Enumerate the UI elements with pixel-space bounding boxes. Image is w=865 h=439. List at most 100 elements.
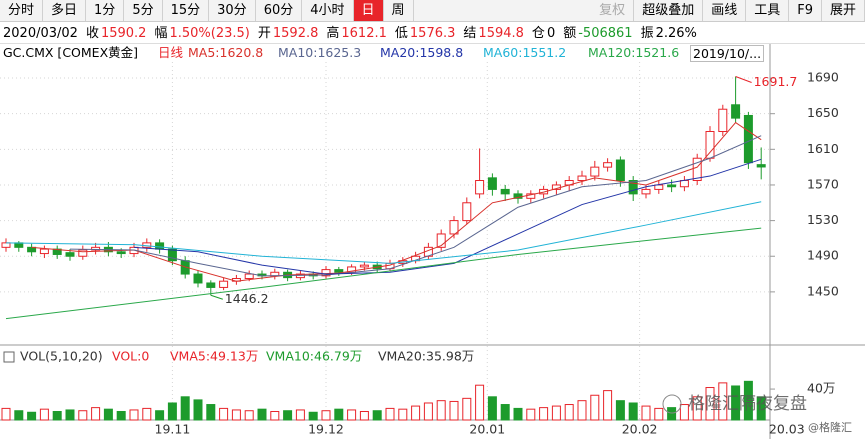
quote-label: 收 <box>85 26 99 41</box>
tab[interactable]: 日 <box>353 0 384 21</box>
quote-value: 1.50%(23.5) <box>169 26 250 41</box>
vol-icon <box>3 351 15 363</box>
volume-bar <box>462 397 472 421</box>
annotation-label: 1446.2 <box>225 291 269 306</box>
symbol: GC.CMX [COMEX黄金] <box>3 45 139 60</box>
volume-bar <box>78 410 88 421</box>
volume-bar <box>219 407 229 421</box>
quote-value: 2.26% <box>655 26 697 41</box>
candle-body <box>590 166 600 177</box>
volume-bar <box>641 405 651 421</box>
y-tick-label: 1450 <box>807 283 839 298</box>
volume-bar <box>436 400 446 421</box>
candle-body <box>359 264 369 268</box>
candle-body <box>1 242 11 248</box>
volume-bar <box>206 404 216 421</box>
ma-row: GC.CMX [COMEX黄金] 日线 2019/10/... MA5:1620… <box>0 44 865 62</box>
watermark-icon <box>662 394 682 414</box>
quote-value: 1594.8 <box>478 26 524 41</box>
candle-body <box>219 280 229 288</box>
tab[interactable]: 15分 <box>163 0 210 21</box>
quote-label: 开 <box>257 26 271 41</box>
volume-bar <box>231 409 241 421</box>
volume-bar <box>743 380 753 421</box>
tab[interactable]: 4小时 <box>302 0 354 21</box>
tool-button[interactable]: F9 <box>789 0 822 21</box>
x-tick-label: 19.12 <box>308 422 344 437</box>
volume-bar <box>705 387 715 421</box>
tab[interactable]: 多日 <box>43 0 87 21</box>
quote-label: 幅 <box>154 26 168 41</box>
ma-line <box>69 135 762 277</box>
ma-line <box>31 121 762 282</box>
vol-legend: VOL(5,10,20) <box>20 349 103 364</box>
quote-label: 额 <box>563 26 577 41</box>
quote-label: 低 <box>394 26 408 41</box>
tool-button[interactable]: 工具 <box>746 0 790 21</box>
tool-button[interactable]: 画线 <box>703 0 747 21</box>
date-box[interactable]: 2019/10/... <box>690 45 765 62</box>
volume-bar <box>1 407 11 421</box>
volume-bar <box>129 409 139 421</box>
ma-line <box>5 201 762 264</box>
volume-bar <box>359 410 369 421</box>
tab[interactable]: 5分 <box>124 0 163 21</box>
candle-body <box>65 252 75 257</box>
volume-bar <box>295 409 305 421</box>
y-tick-label: 1690 <box>807 70 839 85</box>
tab[interactable]: 60分 <box>256 0 303 21</box>
volume-bar <box>526 408 536 421</box>
tool-button[interactable]: 展开 <box>822 0 865 21</box>
candle-body <box>321 269 331 277</box>
candle-body <box>462 202 472 222</box>
annotation-leader <box>210 294 223 300</box>
ma-legend: MA20:1598.8 <box>380 45 464 60</box>
volume-bar <box>679 404 689 421</box>
tool-button[interactable]: 超级叠加 <box>634 0 704 21</box>
tab[interactable]: 1分 <box>86 0 125 21</box>
volume-bar <box>513 407 523 421</box>
volume-bar <box>718 382 728 421</box>
volume-bar <box>103 408 113 421</box>
volume-bar <box>257 408 267 421</box>
volume-bar <box>91 407 101 421</box>
tool-button[interactable]: 复权 <box>591 0 635 21</box>
volume-bar <box>449 400 459 421</box>
volume-bar <box>334 408 344 421</box>
volume-bar <box>372 410 382 421</box>
volume-bar <box>180 396 190 421</box>
annotation-leader <box>735 76 752 83</box>
volume-bar <box>270 410 280 421</box>
annotation-label: 1691.7 <box>754 74 798 89</box>
candle-body <box>654 184 664 190</box>
volume-bar <box>244 410 254 421</box>
vol-legend: VMA5:49.13万 <box>170 349 258 364</box>
volume-bar <box>628 402 638 421</box>
tab[interactable]: 30分 <box>209 0 256 21</box>
volume-bar <box>193 399 203 421</box>
volume-bar <box>411 405 421 421</box>
quote-label: 高 <box>326 26 340 41</box>
candle-body <box>743 114 753 164</box>
candle-body <box>692 157 702 182</box>
volume-bar <box>167 402 177 421</box>
quote-value: 1576.3 <box>409 26 456 41</box>
candle-body <box>756 164 766 168</box>
x-tick-label: 19.11 <box>155 422 191 437</box>
volume-bar <box>500 404 510 421</box>
y-tick-label: 40万 <box>807 381 835 396</box>
volume-bar <box>321 410 331 421</box>
volume-bar <box>423 402 433 421</box>
tab[interactable]: 周 <box>384 0 414 21</box>
volume-bar <box>308 411 318 421</box>
tab[interactable]: 分时 <box>0 0 44 21</box>
volume-bar <box>756 396 766 421</box>
x-tick-label: 20.03 <box>769 422 805 437</box>
volume-bar <box>603 390 613 421</box>
candle-body <box>155 242 165 250</box>
quote-value: 0 <box>546 26 556 41</box>
volume-bar <box>487 396 497 421</box>
volume-bar <box>551 405 561 421</box>
